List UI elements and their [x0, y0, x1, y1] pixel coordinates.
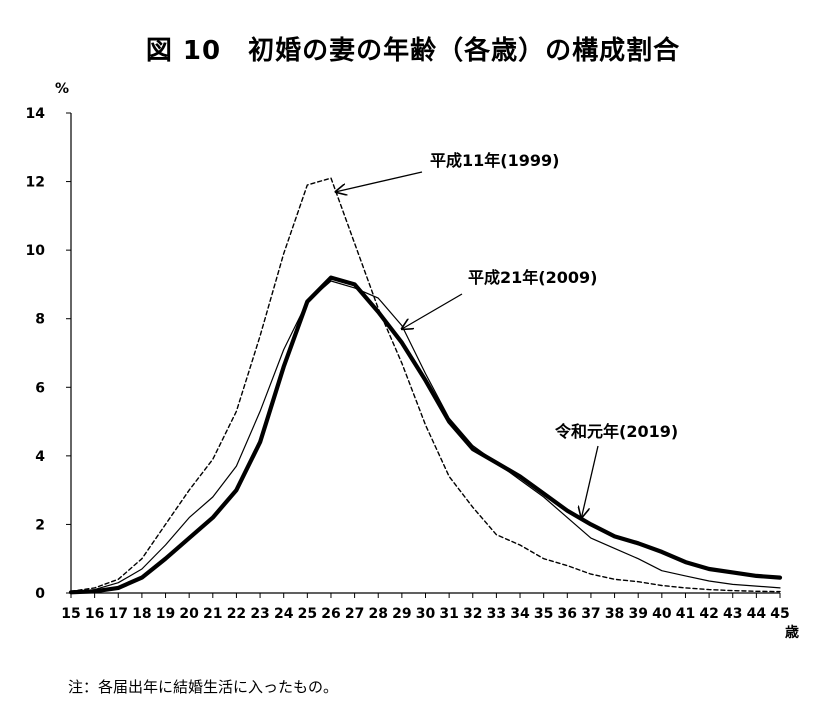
- series-annotation-label: 平成11年(1999): [430, 151, 559, 170]
- series-annotation-label: 平成21年(2009): [468, 268, 597, 287]
- x-tick-label: 38: [605, 606, 624, 622]
- y-tick-label: 4: [35, 449, 45, 465]
- x-tick-label: 28: [368, 606, 387, 622]
- series-line-3: [68, 275, 783, 595]
- x-tick-label: 45: [770, 606, 789, 622]
- annotation-arrow: [336, 171, 423, 192]
- x-tick-label: 43: [723, 606, 742, 622]
- x-tick-label: 31: [439, 606, 458, 622]
- y-tick-label: 8: [35, 312, 45, 328]
- chart-title: 図 10 初婚の妻の年齢（各歳）の構成割合: [145, 36, 681, 66]
- series-line-2: [70, 280, 781, 593]
- x-tick-label: 25: [298, 606, 317, 622]
- series-annotation-label: 令和元年(2019): [554, 422, 678, 441]
- y-tick-label: 10: [26, 243, 46, 259]
- x-tick-label: 33: [487, 606, 506, 622]
- x-tick-label: 30: [416, 606, 436, 622]
- x-tick-label: 39: [628, 606, 647, 622]
- x-tick-label: 32: [463, 606, 482, 622]
- x-tick-label: 37: [581, 606, 600, 622]
- x-tick-label: 16: [85, 606, 104, 622]
- y-axis-label: %: [55, 81, 69, 97]
- y-tick-label: 0: [35, 586, 45, 602]
- x-axis-label: 歳: [785, 624, 799, 641]
- x-tick-label: 29: [392, 606, 411, 622]
- x-tick-label: 15: [61, 606, 80, 622]
- x-tick-label: 44: [747, 606, 767, 622]
- x-tick-label: 42: [699, 606, 718, 622]
- y-tick-label: 12: [26, 175, 45, 191]
- y-tick-label: 14: [26, 106, 46, 122]
- y-tick-label: 6: [35, 380, 45, 396]
- annotation-arrow: [581, 445, 599, 518]
- x-tick-label: 19: [156, 606, 175, 622]
- x-tick-label: 24: [274, 606, 294, 622]
- x-tick-label: 17: [109, 606, 128, 622]
- series-line-1: [70, 177, 781, 593]
- x-tick-label: 27: [345, 606, 364, 622]
- annotation-arrow: [402, 293, 463, 329]
- x-tick-label: 41: [676, 606, 695, 622]
- x-tick-label: 22: [227, 606, 246, 622]
- x-tick-label: 40: [652, 606, 672, 622]
- x-tick-label: 36: [558, 606, 577, 622]
- x-tick-label: 18: [132, 606, 151, 622]
- x-tick-label: 35: [534, 606, 553, 622]
- footnote: 注：各届出年に結婚生活に入ったもの。: [68, 678, 339, 696]
- x-tick-label: 23: [250, 606, 269, 622]
- x-tick-label: 20: [179, 606, 199, 622]
- y-tick-label: 2: [35, 517, 45, 533]
- x-tick-label: 26: [321, 606, 340, 622]
- x-tick-label: 34: [510, 606, 530, 622]
- x-tick-label: 21: [203, 606, 222, 622]
